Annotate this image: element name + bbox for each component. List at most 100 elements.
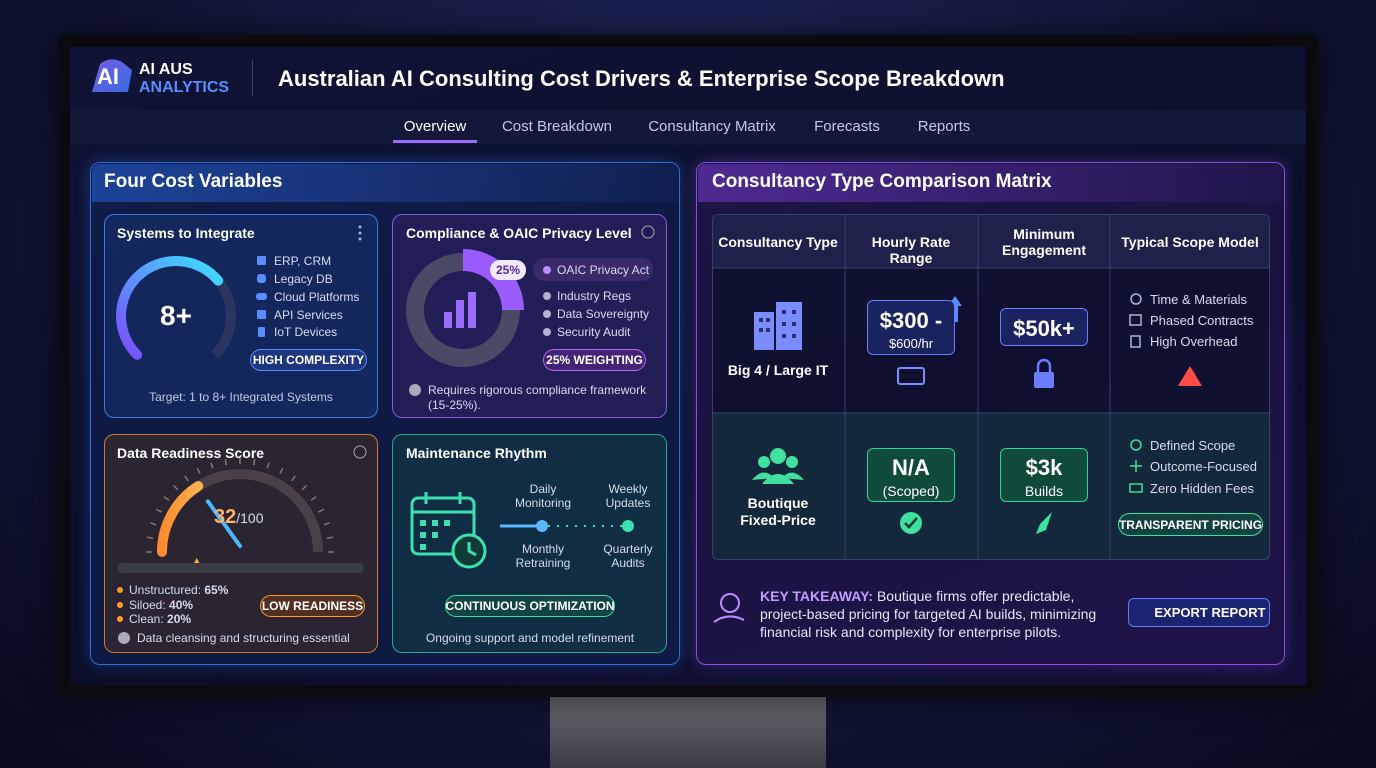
scope-item: Outcome-Focused <box>1150 459 1257 474</box>
column-header: Typical Scope Model <box>1121 234 1259 250</box>
info-icon <box>641 225 655 239</box>
badge: TRANSPARENT PRICING <box>1118 513 1263 536</box>
panel-title: Four Cost Variables <box>104 171 283 192</box>
systems-card <box>104 214 378 418</box>
gauge-tick <box>210 462 214 469</box>
logo-badge: AI <box>97 64 119 89</box>
info-icon <box>353 445 367 459</box>
people-icon <box>752 448 804 484</box>
score-max: /100 <box>236 510 264 526</box>
cost-panel <box>90 162 680 665</box>
monitor-stand <box>550 697 826 768</box>
scope-icons <box>1129 439 1143 493</box>
badge: HIGH COMPLEXITY <box>250 349 367 371</box>
system-item: Legacy DB <box>274 272 333 286</box>
gauge-tick <box>253 459 256 466</box>
breakdown-label: Clean: <box>129 612 164 626</box>
building-windows <box>759 310 796 338</box>
gauge-tick <box>279 467 284 474</box>
gauge-tick <box>196 467 201 474</box>
card-title: Maintenance Rhythm <box>406 445 547 461</box>
rate-main: $300 - <box>879 308 943 333</box>
compliance-item: Industry Regs <box>557 289 632 303</box>
rate-sub: $600/hr <box>888 336 934 351</box>
gauge-tick <box>184 475 189 482</box>
gauge-arc <box>116 256 224 360</box>
gauge-tick <box>326 536 333 539</box>
gauge-tick <box>173 485 179 491</box>
kebab-icon[interactable] <box>358 225 362 241</box>
compliance-card <box>392 214 667 418</box>
ring-label: 25% <box>495 263 521 277</box>
scope-item: High Overhead <box>1150 334 1238 349</box>
nav-active-underline <box>393 140 477 143</box>
card-note: Data cleansing and structuring essential <box>137 631 350 645</box>
card-title: Compliance & OAIC Privacy Level <box>406 225 632 241</box>
minimum-box: $50k+ <box>1000 308 1088 346</box>
system-item: IoT Devices <box>274 325 338 339</box>
card-title: Data Readiness Score <box>117 445 265 461</box>
timeline-node <box>536 520 548 532</box>
bar-icon <box>444 292 476 328</box>
card-note: Requires rigorous compliance framework (… <box>428 383 647 412</box>
systems-value: 8+ <box>160 300 192 331</box>
highlight-pill <box>533 258 653 281</box>
calendar-dots <box>420 520 450 550</box>
export-button[interactable]: EXPORT REPORT <box>1128 598 1270 627</box>
logo-shape <box>92 59 132 92</box>
ring-label-pill <box>490 260 526 280</box>
gauge-tick <box>150 522 157 526</box>
gauge-tick <box>323 522 330 526</box>
nav-item[interactable]: Forecasts <box>814 118 880 135</box>
minimum-box: $3k Builds <box>1000 448 1088 502</box>
gauge-tick <box>310 496 317 501</box>
info-icon <box>409 384 421 396</box>
nav-item[interactable]: Reports <box>917 118 971 135</box>
rhythm-step: Monthly Retraining <box>515 542 571 570</box>
consultancy-type: Boutique Fixed-Price <box>740 495 816 528</box>
nav-item[interactable]: Overview <box>403 118 467 135</box>
rocket-icon <box>1036 512 1052 534</box>
score-value: 32 <box>214 506 237 528</box>
gauge-tick <box>147 536 154 539</box>
card-title: Systems to Integrate <box>117 225 255 241</box>
matrix-panel-header <box>698 164 1283 202</box>
badge: CONTINUOUS OPTIMIZATION <box>445 595 615 617</box>
nav-item[interactable]: Consultancy Matrix <box>648 118 776 135</box>
panel-title: Consultancy Type Comparison Matrix <box>712 171 1052 192</box>
breakdown-dots <box>117 587 123 622</box>
breakdown-value: 40% <box>169 598 194 612</box>
rhythm-step: Quarterly Audits <box>603 542 653 570</box>
takeaway-label: KEY TAKEAWAY: <box>760 588 874 604</box>
scope-item: Phased Contracts <box>1150 313 1254 328</box>
money-icon <box>897 367 925 385</box>
system-item: ERP, CRM <box>274 254 332 268</box>
scope-item: Zero Hidden Fees <box>1150 481 1255 496</box>
breakdown-value: 20% <box>167 612 192 626</box>
card-footer: Target: 1 to 8+ Integrated Systems <box>149 390 333 404</box>
minimum-main: $50k+ <box>1013 316 1075 341</box>
cost-panel-header <box>92 164 678 202</box>
check-mark <box>904 517 918 529</box>
card-footer: Ongoing support and model refinement <box>425 631 635 645</box>
score: 32/100 <box>214 506 264 529</box>
compliance-item: Security Audit <box>557 325 631 339</box>
info-icon <box>118 632 130 644</box>
system-item: Cloud Platforms <box>274 290 360 304</box>
takeaway-text: Boutique firms offer predictable, projec… <box>760 588 1097 640</box>
table-lines <box>712 214 1270 560</box>
logo-line: ANALYTICS <box>139 79 230 96</box>
gauge-tick <box>163 496 170 501</box>
consultancy-type: Big 4 / Large IT <box>727 362 829 378</box>
takeaway-icon <box>713 593 745 623</box>
rate-box: N/A (Scoped) <box>867 448 955 502</box>
warning-icon <box>1178 366 1202 386</box>
nav-item[interactable]: Cost Breakdown <box>501 118 613 135</box>
matrix-header-row <box>713 215 1269 268</box>
column-header: Consultancy Type <box>718 234 838 250</box>
calendar-icon <box>410 492 487 569</box>
rhythm-step: Daily Monitoring <box>514 482 572 510</box>
gauge-tick <box>224 459 227 466</box>
